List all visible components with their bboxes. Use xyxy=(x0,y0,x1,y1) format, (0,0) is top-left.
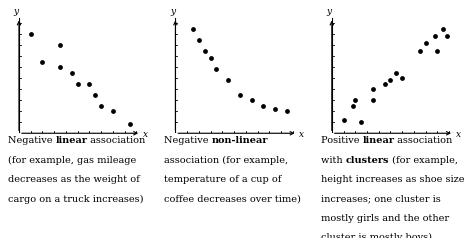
Text: Positive: Positive xyxy=(321,136,362,145)
Point xyxy=(86,82,93,86)
Text: mostly girls and the other: mostly girls and the other xyxy=(321,214,449,223)
Text: x: x xyxy=(456,130,461,139)
Text: association (for example,: association (for example, xyxy=(164,156,288,165)
Text: temperature of a cup of: temperature of a cup of xyxy=(164,175,282,184)
Text: linear: linear xyxy=(55,136,88,145)
Text: (for example, gas mileage: (for example, gas mileage xyxy=(8,156,136,165)
Text: y: y xyxy=(13,7,18,16)
Point xyxy=(207,56,214,60)
Point xyxy=(443,35,451,38)
Point xyxy=(271,107,279,111)
Point xyxy=(352,98,359,102)
Point xyxy=(392,71,400,74)
Text: increases; one cluster is: increases; one cluster is xyxy=(321,194,440,203)
Text: cluster is mostly boys): cluster is mostly boys) xyxy=(321,233,432,238)
Point xyxy=(381,82,388,86)
Text: height increases as shoe size: height increases as shoe size xyxy=(321,175,464,184)
Point xyxy=(340,118,347,122)
Point xyxy=(236,93,244,97)
Text: association: association xyxy=(88,136,146,145)
Point xyxy=(369,87,377,91)
Point xyxy=(399,76,406,80)
Point xyxy=(369,98,377,102)
Text: clusters: clusters xyxy=(346,156,389,165)
Text: association: association xyxy=(394,136,453,145)
Point xyxy=(201,49,209,53)
Point xyxy=(439,27,447,30)
Text: cargo on a truck increases): cargo on a truck increases) xyxy=(8,194,143,204)
Point xyxy=(416,49,424,53)
Point xyxy=(387,79,394,82)
Point xyxy=(68,71,75,74)
Point xyxy=(39,60,46,64)
Text: x: x xyxy=(143,130,148,139)
Text: linear: linear xyxy=(362,136,394,145)
Text: y: y xyxy=(326,7,331,16)
Text: Negative: Negative xyxy=(164,136,212,145)
Point xyxy=(189,27,197,30)
Text: decreases as the weight of: decreases as the weight of xyxy=(8,175,140,184)
Point xyxy=(422,41,429,45)
Point xyxy=(97,104,105,108)
Point xyxy=(109,109,117,113)
Point xyxy=(224,79,232,82)
Point xyxy=(127,123,134,126)
Point xyxy=(213,67,220,71)
Text: x: x xyxy=(299,130,304,139)
Point xyxy=(357,120,365,124)
Point xyxy=(27,32,35,36)
Text: with: with xyxy=(321,156,346,165)
Text: y: y xyxy=(170,7,175,16)
Text: non-linear: non-linear xyxy=(212,136,268,145)
Text: (for example,: (for example, xyxy=(389,156,458,165)
Point xyxy=(248,98,255,102)
Point xyxy=(74,82,82,86)
Point xyxy=(349,104,357,108)
Text: Negative: Negative xyxy=(8,136,55,145)
Point xyxy=(56,43,64,47)
Point xyxy=(283,109,291,113)
Point xyxy=(434,49,441,53)
Point xyxy=(56,65,64,69)
Text: coffee decreases over time): coffee decreases over time) xyxy=(164,194,301,203)
Point xyxy=(91,93,99,97)
Point xyxy=(431,35,439,38)
Point xyxy=(260,104,267,108)
Point xyxy=(195,38,203,41)
